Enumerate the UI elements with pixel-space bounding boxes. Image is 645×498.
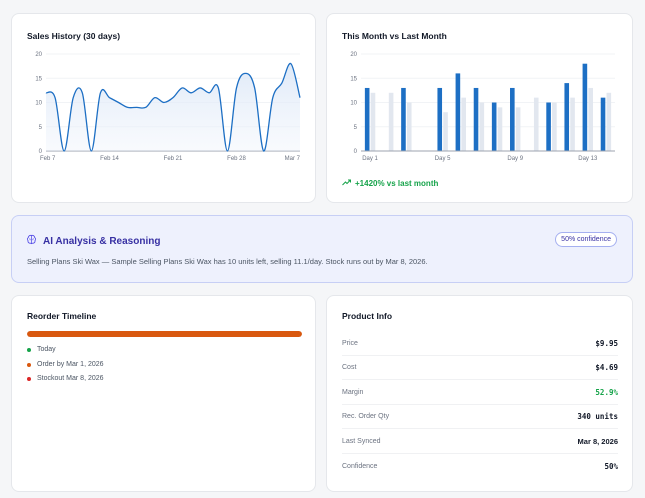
last-month-bar [588,87,593,151]
info-label: Confidence [342,462,378,470]
order-dot-icon [27,362,31,367]
last-month-bar [370,92,376,151]
last-month-bar [552,102,557,151]
ai-analysis-text: Selling Plans Ski Wax — Sample Selling P… [27,257,428,266]
last-month-bar [443,112,448,151]
y-tick-label: 20 [35,52,42,58]
growth-text: +1420% vs last month [355,179,439,188]
this-month-bar [364,87,370,151]
margin-value: 52.9% [595,388,618,397]
sales-line [45,62,301,152]
timeline-item-stockout: Stockout Mar 8, 2026 [27,375,104,382]
x-tick-label: Feb 14 [100,156,119,162]
ai-analysis-card: AI Analysis & Reasoning 50% confidence S… [11,215,633,283]
month-compare-chart: 0 5 10 15 20 Day 1 Day 5 Day 9 Day 13 [350,52,615,162]
last-synced-value: Mar 8, 2026 [577,437,618,446]
y-tick-label: 10 [350,101,357,107]
x-tick-label: Day 5 [435,156,451,162]
reorder-timeline-card: Reorder Timeline Today Order by Mar 1, 2… [11,295,316,492]
this-month-bar [564,83,570,151]
trend-up-icon [342,179,351,188]
timeline-item-today: Today [27,346,56,353]
y-tick-label: 0 [354,149,358,155]
info-label: Cost [342,364,357,371]
timeline-item-order-by: Order by Mar 1, 2026 [27,361,104,368]
cost-value: $4.69 [595,363,618,372]
this-month-bar [455,73,461,151]
y-tick-label: 0 [39,149,43,155]
reorder-progress-bar [27,331,302,337]
last-month-bar [606,92,612,151]
ai-analysis-header: AI Analysis & Reasoning [26,232,160,250]
last-month-bar [533,97,539,151]
this-month-bar [582,63,588,152]
y-tick-label: 10 [35,101,42,107]
info-row-cost: Cost $4.69 [342,356,618,380]
y-tick-label: 5 [39,125,43,131]
info-label: Margin [342,389,364,396]
info-label: Last Synced [342,438,381,445]
this-month-bar [437,87,443,151]
growth-indicator: +1420% vs last month [342,179,438,188]
last-month-bar [479,102,485,151]
today-dot-icon [27,347,31,352]
this-month-bar [600,97,606,151]
last-month-bar [388,92,394,151]
y-tick-label: 5 [354,125,358,131]
x-tick-label: Feb 7 [40,156,56,162]
sales-history-title: Sales History (30 days) [27,31,121,41]
info-label: Price [342,340,358,347]
confidence-value: 50% [604,461,618,471]
last-month-bar [515,107,521,151]
timeline-item-label: Stockout Mar 8, 2026 [37,375,104,382]
info-row-margin: Margin 52.9% [342,381,618,405]
rec-order-qty-value: 340 units [577,412,618,421]
this-month-bar [546,102,551,151]
info-label: Rec. Order Qty [342,413,390,420]
timeline-item-label: Order by Mar 1, 2026 [37,361,104,368]
price-value: $9.95 [595,339,618,348]
product-info-card: Product Info Price $9.95 Cost $4.69 Marg… [326,295,633,492]
this-month-bar [510,87,515,151]
stockout-dot-icon [27,376,31,381]
info-row-price: Price $9.95 [342,332,618,356]
month-compare-title: This Month vs Last Month [342,31,447,41]
product-info-title: Product Info [342,311,393,321]
y-tick-label: 15 [35,76,42,82]
month-compare-card: This Month vs Last Month 0 5 10 15 20 Day 1 Da… [326,13,633,203]
sales-area-fill [46,63,300,152]
brain-icon [26,232,37,250]
info-row-last-synced: Last Synced Mar 8, 2026 [342,430,618,454]
info-row-rec-order-qty: Rec. Order Qty 340 units [342,405,618,429]
sales-history-card: Sales History (30 days) 0 5 10 15 20 Feb 7 Feb… [11,13,316,203]
this-month-bar [473,87,479,151]
x-tick-label: Day 9 [507,156,523,162]
confidence-badge: 50% confidence [555,232,617,247]
x-tick-label: Day 13 [578,156,598,162]
last-month-bar [406,102,412,151]
y-tick-label: 20 [350,52,357,58]
ai-analysis-title: AI Analysis & Reasoning [43,235,161,247]
x-tick-label: Day 1 [362,156,378,162]
this-month-bar [491,102,497,151]
sales-history-chart: 0 5 10 15 20 Feb 7 Feb 14 Feb 21 Feb 28 Mar 7 [35,52,301,162]
reorder-timeline-title: Reorder Timeline [27,311,97,321]
x-tick-label: Feb 28 [227,156,246,162]
info-row-confidence: Confidence 50% [342,454,618,478]
last-month-bar [570,97,575,151]
reorder-progress-fill [27,331,302,337]
timeline-item-label: Today [37,346,56,353]
x-tick-label: Mar 7 [285,156,301,162]
last-month-bar [497,107,503,151]
x-tick-label: Feb 21 [164,156,183,162]
last-month-bar [461,97,466,151]
y-tick-label: 15 [350,76,357,82]
this-month-bar [401,87,406,151]
